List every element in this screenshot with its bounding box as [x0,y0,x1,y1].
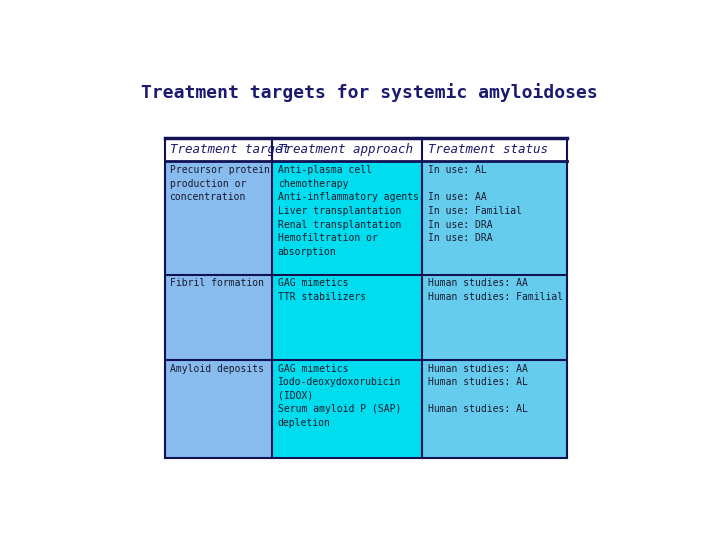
Text: Precursor protein
production or
concentration: Precursor protein production or concentr… [170,165,269,202]
Text: Fibril formation: Fibril formation [170,279,264,288]
Text: In use: AL

In use: AA
In use: Familial
In use: DRA
In use: DRA: In use: AL In use: AA In use: Familial I… [428,165,522,243]
Bar [423,138,567,160]
Text: Treatment approach: Treatment approach [278,143,413,156]
Bar [166,138,271,160]
Text: Anti-plasma cell
chemotherapy
Anti-inflammatory agents
Liver transplantation
Ren: Anti-plasma cell chemotherapy Anti-infla… [278,165,419,257]
Text: Amyloid deposits: Amyloid deposits [170,363,264,374]
Text: Human studies: AA
Human studies: AL

Human studies: AL: Human studies: AA Human studies: AL Huma… [428,363,528,414]
Text: Treatment status: Treatment status [428,143,548,156]
Bar [271,138,423,160]
Text: GAG mimetics
Iodo-deoxydoxorubicin
(IDOX)
Serum amyloid P (SAP)
depletion: GAG mimetics Iodo-deoxydoxorubicin (IDOX… [278,363,401,428]
Text: GAG mimetics
TTR stabilizers: GAG mimetics TTR stabilizers [278,279,366,302]
Text: Human studies: AA
Human studies: Familial: Human studies: AA Human studies: Familia… [428,279,563,302]
Text: Treatment target: Treatment target [170,143,289,156]
Text: Treatment targets for systemic amyloidoses: Treatment targets for systemic amyloidos… [140,84,598,103]
